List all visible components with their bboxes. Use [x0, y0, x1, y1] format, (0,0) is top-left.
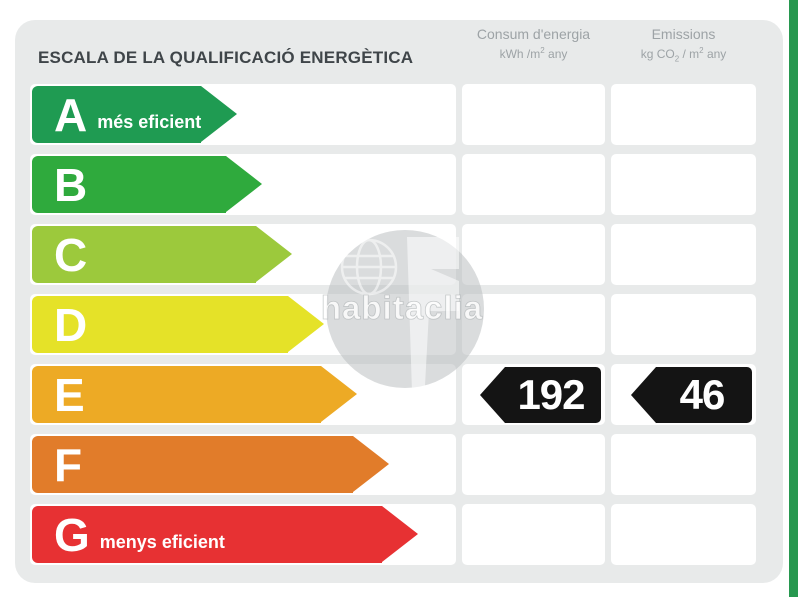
- emissions-value: 46: [656, 366, 752, 423]
- emissions-value-cell: [611, 224, 756, 285]
- emissions-column-unit: kg CO2 / m2 any: [640, 46, 727, 64]
- rating-note: menys eficient: [99, 532, 225, 552]
- right-point-icon: [382, 506, 418, 562]
- energy-value-cell: [462, 224, 605, 285]
- rating-row-a: A més eficient: [30, 84, 756, 145]
- rating-arrow-body: F: [32, 436, 353, 493]
- rating-letter: E: [54, 368, 85, 421]
- rating-letter: B: [54, 158, 88, 211]
- energy-value-arrow: 192: [480, 366, 601, 423]
- energy-value-cell: [462, 84, 605, 145]
- rating-note: més eficient: [97, 112, 202, 132]
- energy-column-label: Consum d'energia: [476, 26, 591, 42]
- rating-bar-lane: F: [30, 434, 456, 495]
- rating-arrow-body: A més eficient: [32, 86, 202, 143]
- left-point-icon: [631, 366, 656, 423]
- right-point-icon: [321, 366, 357, 422]
- rating-row-e: E 192 46: [30, 364, 756, 425]
- energy-certificate-panel: ESCALA DE LA QUALIFICACIÓ ENERGÈTICA Con…: [15, 20, 783, 583]
- energy-value: 192: [505, 366, 601, 423]
- energy-column-unit: kWh /m2 any: [499, 46, 568, 61]
- emissions-value-cell: [611, 504, 756, 565]
- rating-bar-lane: C: [30, 224, 456, 285]
- rating-bar-lane: D: [30, 294, 456, 355]
- rating-row-b: B: [30, 154, 756, 215]
- emissions-value-cell: [611, 84, 756, 145]
- rating-arrow: F: [32, 436, 389, 493]
- rating-arrow: D: [32, 296, 324, 353]
- rating-row-c: C: [30, 224, 756, 285]
- rating-row-g: G menys eficient: [30, 504, 756, 565]
- rating-arrow-body: B: [32, 156, 226, 213]
- rating-arrow: B: [32, 156, 262, 213]
- rating-arrow: G menys eficient: [32, 506, 418, 563]
- rating-arrow-body: G menys eficient: [32, 506, 382, 563]
- rating-arrow: E: [32, 366, 357, 423]
- rating-letter: C: [54, 228, 88, 281]
- rating-arrow-body: E: [32, 366, 321, 423]
- emissions-value-cell: 46: [611, 364, 756, 425]
- emissions-value-cell: [611, 154, 756, 215]
- column-header-energy: Consum d'energia kWh /m2 any: [462, 24, 605, 63]
- right-point-icon: [226, 156, 262, 212]
- emissions-column-label: Emissions: [651, 26, 716, 42]
- rating-arrow-body: D: [32, 296, 288, 353]
- rating-arrow-body: C: [32, 226, 256, 283]
- right-point-icon: [201, 86, 238, 142]
- rating-letter: A: [54, 88, 88, 141]
- page-edge-accent-stripe: [789, 0, 798, 597]
- rating-rows: A més eficient B C: [30, 84, 756, 574]
- emissions-value-cell: [611, 434, 756, 495]
- rating-bar-lane: G menys eficient: [30, 504, 456, 565]
- rating-letter: F: [54, 438, 83, 491]
- column-header-emissions: Emissions kg CO2 / m2 any: [611, 24, 756, 65]
- rating-letter: D: [54, 298, 88, 351]
- rating-bar-lane: E: [30, 364, 456, 425]
- right-point-icon: [256, 226, 292, 282]
- energy-value-cell: 192: [462, 364, 605, 425]
- rating-letter: G: [54, 508, 90, 561]
- emissions-value-arrow: 46: [631, 366, 752, 423]
- rating-bar-lane: A més eficient: [30, 84, 456, 145]
- rating-arrow: C: [32, 226, 292, 283]
- energy-value-cell: [462, 434, 605, 495]
- left-point-icon: [480, 366, 505, 423]
- energy-value-cell: [462, 294, 605, 355]
- energy-value-cell: [462, 154, 605, 215]
- rating-row-f: F: [30, 434, 756, 495]
- energy-value-cell: [462, 504, 605, 565]
- page-title: ESCALA DE LA QUALIFICACIÓ ENERGÈTICA: [38, 48, 414, 67]
- emissions-value-cell: [611, 294, 756, 355]
- right-point-icon: [353, 436, 389, 492]
- rating-arrow: A més eficient: [32, 86, 238, 143]
- right-point-icon: [288, 296, 324, 352]
- rating-row-d: D: [30, 294, 756, 355]
- rating-bar-lane: B: [30, 154, 456, 215]
